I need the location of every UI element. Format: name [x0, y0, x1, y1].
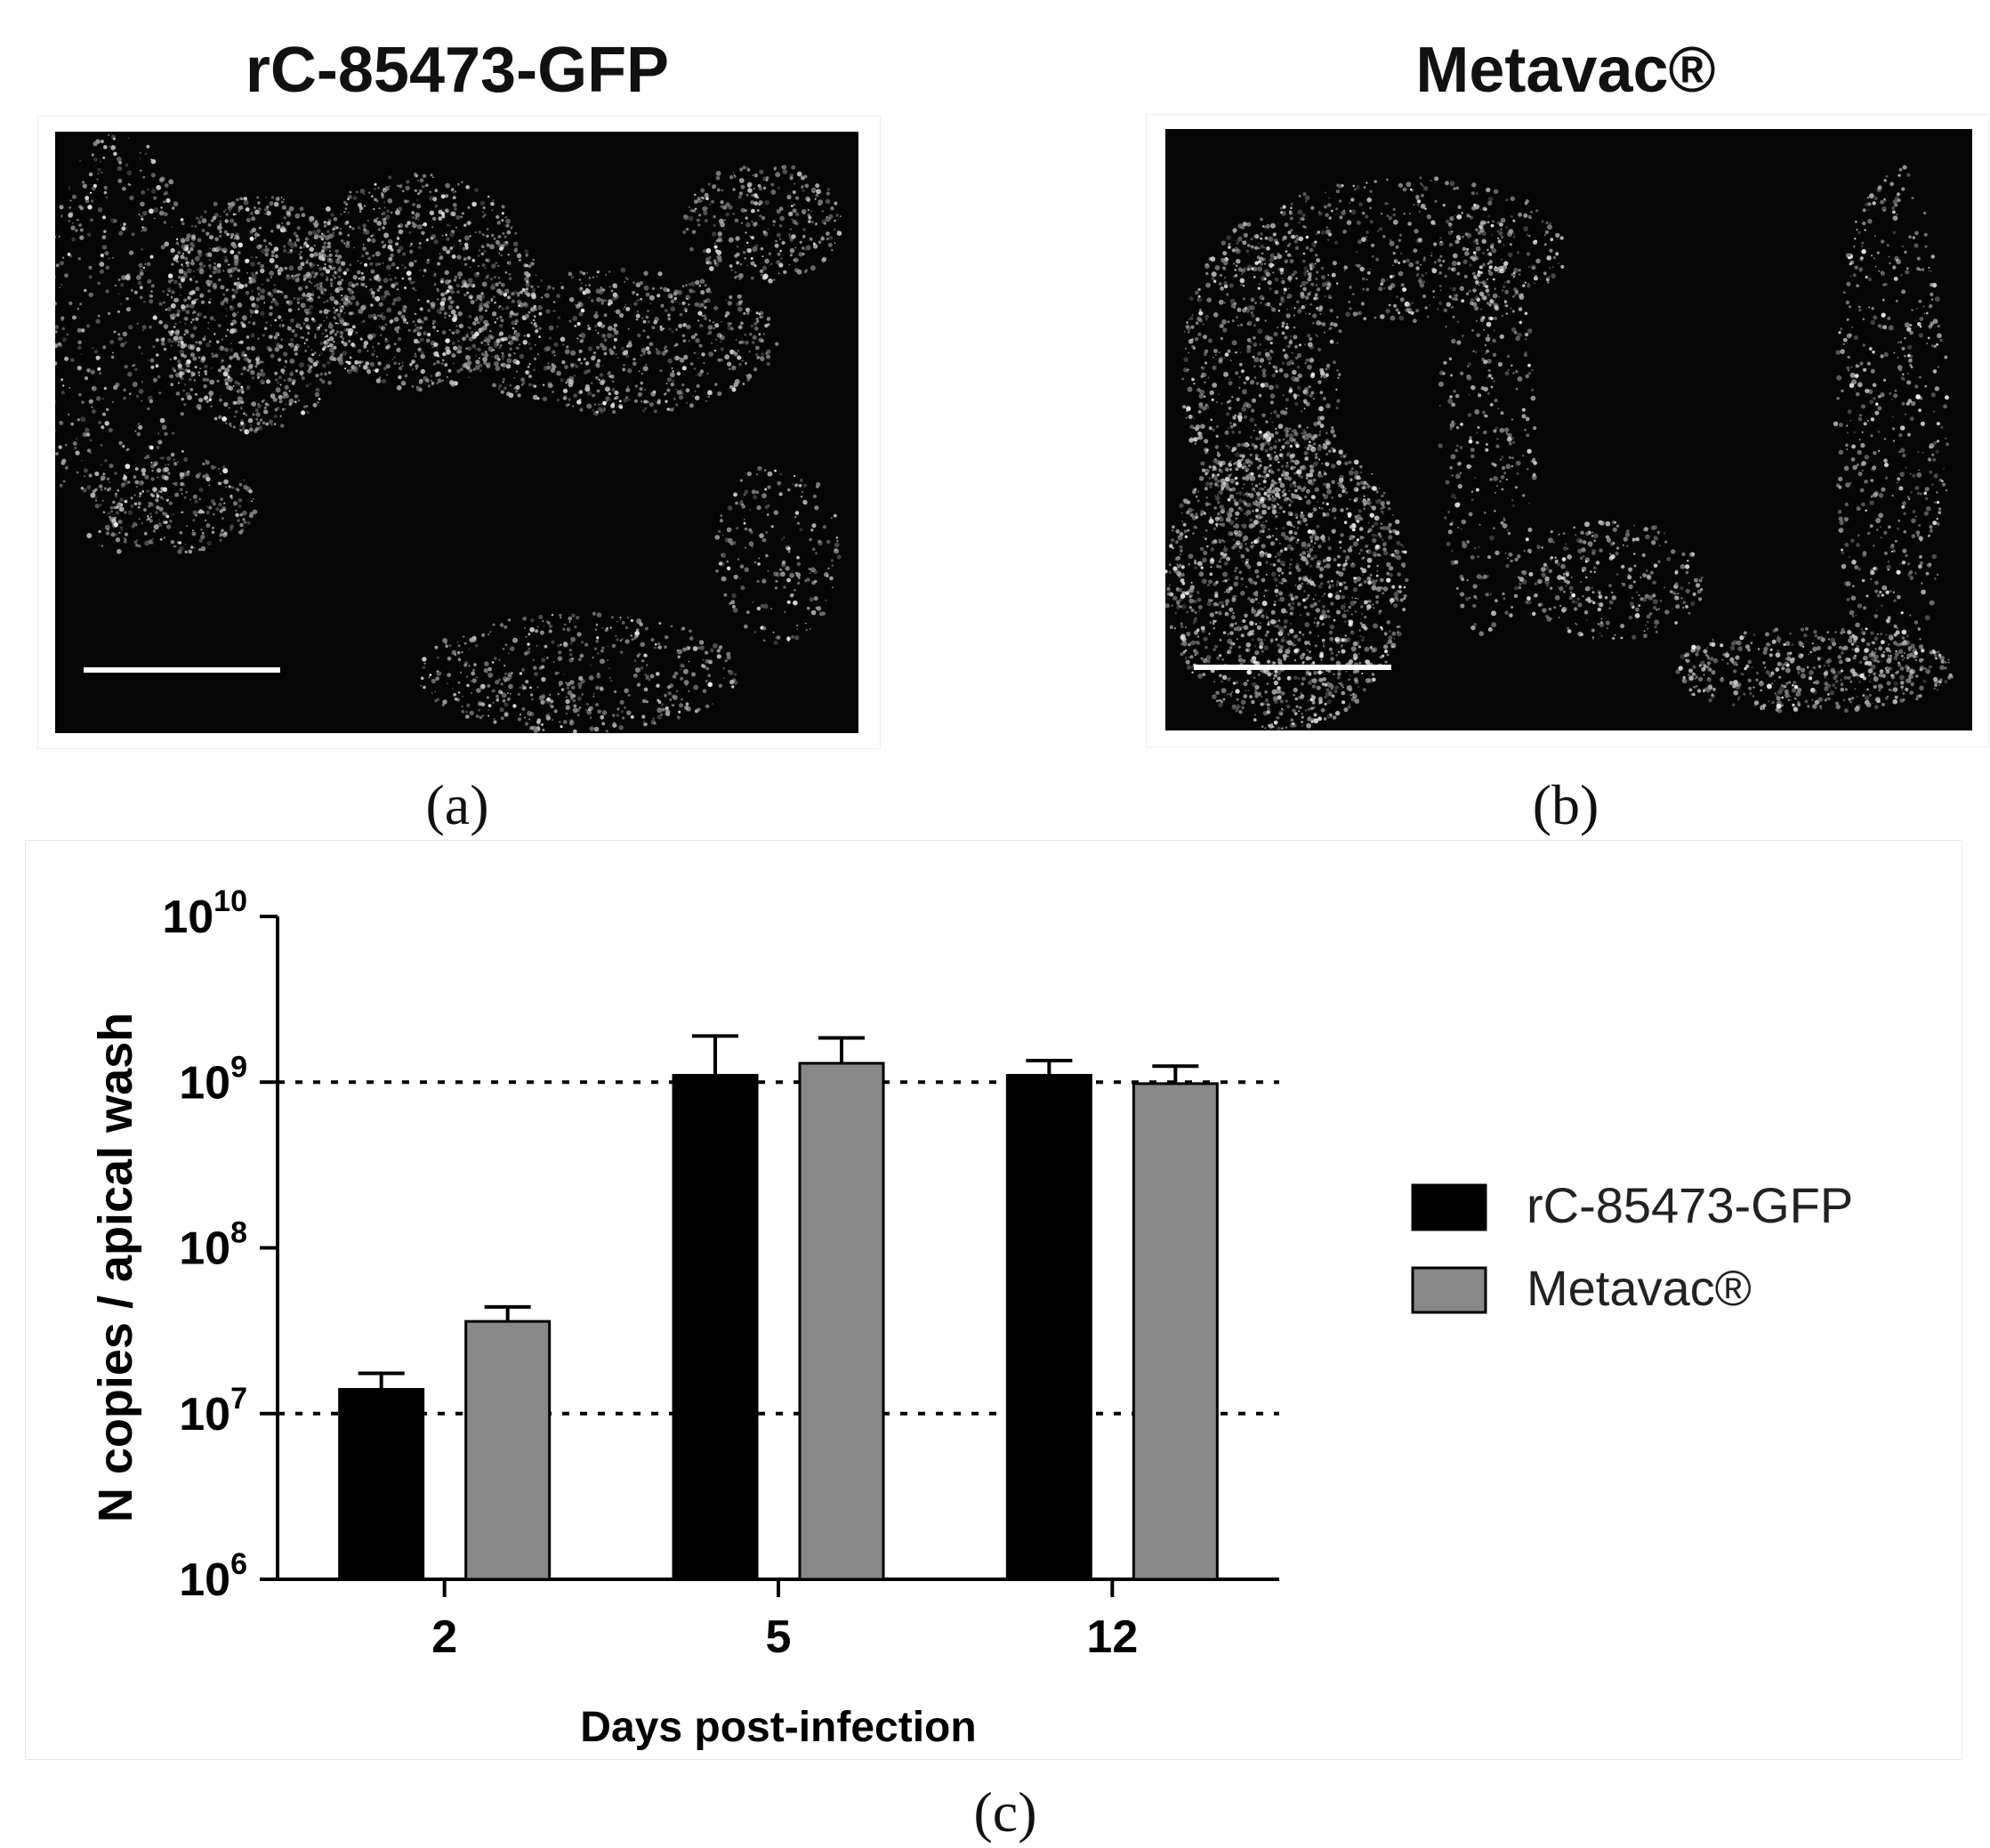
bar-rc-85473-gfp-day-12 — [1005, 1074, 1092, 1581]
legend-label: Metavac® — [1527, 1260, 1752, 1316]
legend-label: rC-85473-GFP — [1527, 1177, 1853, 1233]
panel-b-letter: (b) — [1532, 773, 1599, 836]
micrograph-a-image — [55, 132, 858, 733]
x-tick-label: 2 — [431, 1611, 457, 1663]
x-axis-title: Days post-infection — [580, 1704, 976, 1751]
y-tick-label: 1010 — [162, 884, 247, 943]
bar-metavac-day-2 — [464, 1319, 552, 1581]
bar-metavac-day-12 — [1132, 1082, 1219, 1581]
legend-swatch-rc-85473-gfp — [1411, 1183, 1487, 1231]
legend-swatch-metavac — [1411, 1266, 1487, 1314]
y-tick-label: 108 — [179, 1216, 247, 1275]
micrograph-b-image — [1165, 129, 1972, 730]
y-tick-label: 106 — [179, 1547, 247, 1606]
bar-metavac-day-5 — [798, 1061, 885, 1581]
x-tick-label: 12 — [1086, 1611, 1138, 1663]
panel-a-letter: (a) — [425, 773, 489, 836]
panel-b-title: Metavac® — [1415, 35, 1716, 106]
bar-rc-85473-gfp-day-5 — [672, 1074, 759, 1581]
chart-frame — [25, 840, 1962, 1760]
y-tick-label: 109 — [179, 1050, 247, 1109]
bar-rc-85473-gfp-day-2 — [338, 1388, 425, 1581]
x-tick-label: 5 — [766, 1611, 792, 1663]
panel-c-letter: (c) — [973, 1780, 1037, 1844]
panel-a-title: rC-85473-GFP — [245, 35, 670, 106]
y-tick-label: 107 — [179, 1382, 247, 1440]
y-axis-title: N copies / apical wash — [89, 1013, 142, 1522]
